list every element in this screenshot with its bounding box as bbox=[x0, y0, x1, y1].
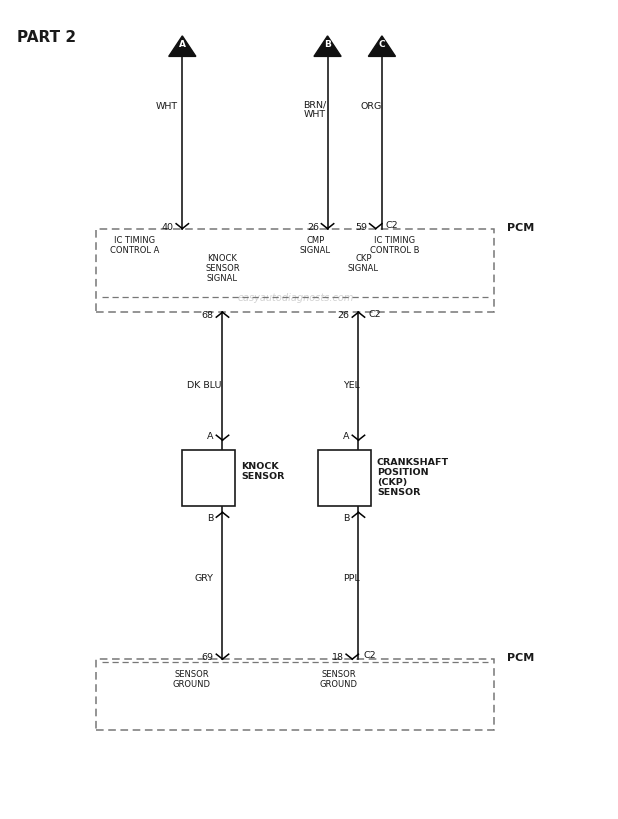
Text: C: C bbox=[379, 40, 385, 49]
Text: CMP
SIGNAL: CMP SIGNAL bbox=[300, 236, 331, 255]
Text: A: A bbox=[179, 40, 186, 49]
Text: IC TIMING
CONTROL B: IC TIMING CONTROL B bbox=[370, 236, 419, 255]
Text: SENSOR
GROUND: SENSOR GROUND bbox=[172, 669, 211, 688]
Text: C2: C2 bbox=[385, 221, 397, 229]
Bar bbox=[98, 662, 493, 728]
Text: YEL: YEL bbox=[342, 381, 360, 389]
Text: B: B bbox=[208, 514, 214, 522]
Text: PPL: PPL bbox=[342, 573, 360, 581]
Text: 68: 68 bbox=[202, 311, 214, 319]
Text: KNOCK
SENSOR
SIGNAL: KNOCK SENSOR SIGNAL bbox=[205, 254, 240, 283]
Text: A: A bbox=[343, 432, 350, 440]
Text: CRANKSHAFT
POSITION
(CKP)
SENSOR: CRANKSHAFT POSITION (CKP) SENSOR bbox=[377, 457, 449, 496]
Text: 40: 40 bbox=[162, 223, 174, 231]
Bar bbox=[98, 232, 493, 310]
Bar bbox=[96, 659, 494, 731]
Text: A: A bbox=[207, 432, 214, 440]
Text: C2: C2 bbox=[368, 310, 381, 318]
Text: ORG: ORG bbox=[360, 102, 381, 111]
Text: SENSOR
GROUND: SENSOR GROUND bbox=[320, 669, 358, 688]
Bar bbox=[182, 450, 235, 506]
Text: 18: 18 bbox=[332, 653, 344, 661]
Polygon shape bbox=[169, 37, 196, 57]
Bar bbox=[318, 450, 371, 506]
Text: 59: 59 bbox=[355, 223, 367, 231]
Text: GRY: GRY bbox=[195, 573, 213, 581]
Text: B: B bbox=[344, 514, 350, 522]
Text: PCM: PCM bbox=[507, 653, 534, 663]
Bar bbox=[96, 229, 494, 313]
Text: C2: C2 bbox=[363, 651, 376, 659]
Text: 69: 69 bbox=[202, 653, 214, 661]
Text: 26: 26 bbox=[338, 311, 350, 319]
Text: B: B bbox=[324, 40, 331, 49]
Text: 26: 26 bbox=[307, 223, 319, 231]
Text: IC TIMING
CONTROL A: IC TIMING CONTROL A bbox=[110, 236, 159, 255]
Text: DK BLU: DK BLU bbox=[187, 381, 221, 389]
Text: PCM: PCM bbox=[507, 223, 534, 233]
Text: PART 2: PART 2 bbox=[17, 29, 77, 44]
Text: easyautodiagnosts.com: easyautodiagnosts.com bbox=[237, 293, 353, 303]
Text: BRN/
WHT: BRN/ WHT bbox=[303, 101, 327, 119]
Polygon shape bbox=[314, 37, 341, 57]
Text: KNOCK
SENSOR: KNOCK SENSOR bbox=[241, 461, 284, 481]
Text: WHT: WHT bbox=[156, 102, 178, 111]
Polygon shape bbox=[368, 37, 396, 57]
Text: CKP
SIGNAL: CKP SIGNAL bbox=[348, 254, 379, 273]
